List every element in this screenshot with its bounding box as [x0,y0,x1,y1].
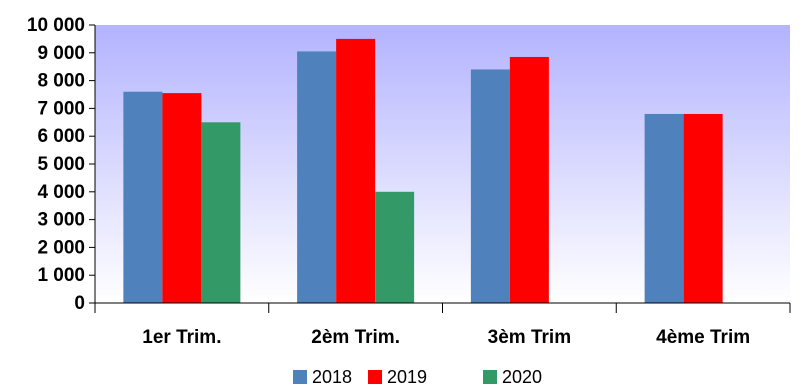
y-tick-label: 0 [74,293,85,314]
y-tick-label: 4 000 [37,182,85,203]
y-tick-label: 8 000 [37,71,85,92]
bar-2019-2 [336,38,376,304]
y-tick-label: 7 000 [37,98,85,119]
bar-2020-2 [375,191,415,303]
y-tick-label: 9 000 [37,43,85,64]
y-tick-label: 3 000 [37,210,85,231]
legend-swatch-2020 [483,370,497,384]
legend-swatch-2018 [293,370,307,384]
legend-swatch-2019 [368,370,382,384]
legend-label-2019: 2019 [387,367,427,387]
bar-2018-1 [123,91,163,303]
y-tick-label: 10 000 [27,15,85,36]
bar-2018-2 [297,51,337,303]
bar-2020-1 [201,122,241,303]
x-category-label: 2èm Trim. [311,327,400,348]
bar-2019-4 [683,113,723,304]
bar-2019-3 [509,56,549,303]
y-tick-label: 1 000 [37,265,85,286]
y-tick-label: 2 000 [37,237,85,258]
x-category-label: 1er Trim. [142,327,221,348]
bar-2018-4 [644,113,684,304]
x-category-label: 3èm Trim [488,327,571,348]
bar-2019-1 [162,93,202,303]
legend-label-2018: 2018 [312,367,352,387]
x-category-label: 4ème Trim [656,327,750,348]
y-tick-label: 6 000 [37,126,85,147]
legend-label-2020: 2020 [502,367,542,387]
y-tick-label: 5 000 [37,154,85,175]
bar-2018-3 [470,69,510,303]
